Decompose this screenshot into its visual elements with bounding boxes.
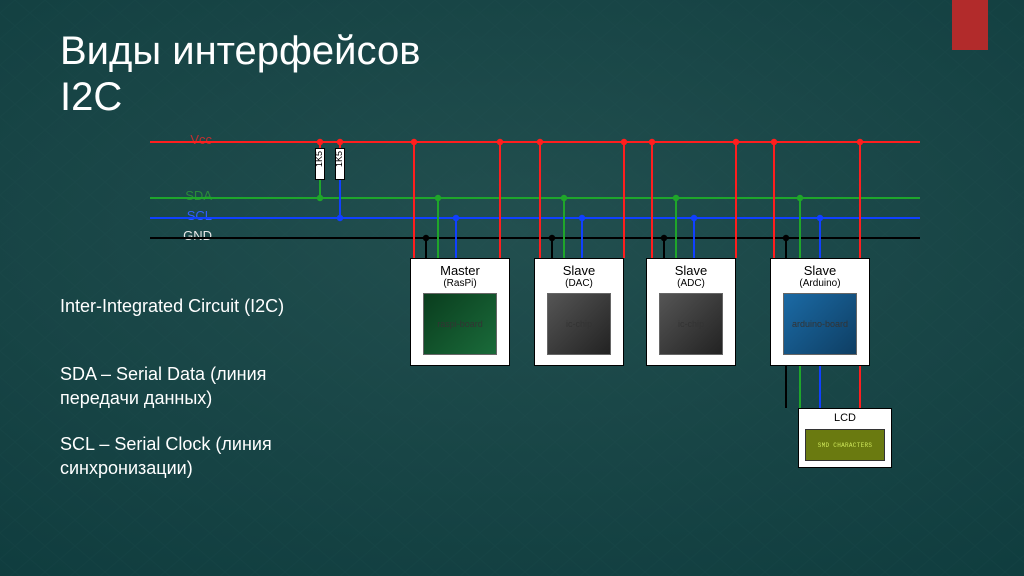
device-subtitle: (DAC) — [535, 278, 623, 289]
device-title: Slave — [771, 263, 869, 278]
device-image-placeholder: ic-chip — [659, 293, 723, 355]
device-subtitle: (RasPi) — [411, 278, 509, 289]
i2c-device-box: Slave(ADC) ic-chip — [646, 258, 736, 366]
device-title: Slave — [535, 263, 623, 278]
resistor-value: 1K5 — [334, 151, 344, 167]
resistor-value: 1K5 — [314, 151, 324, 167]
device-image-placeholder: ic-chip — [547, 293, 611, 355]
i2c-device-box: Master(RasPi) raspi-board — [410, 258, 510, 366]
slide-title: Виды интерфейсов I2C — [60, 28, 420, 120]
device-subtitle: (ADC) — [647, 278, 735, 289]
device-subtitle: (Arduino) — [771, 278, 869, 289]
device-image-placeholder: arduino-board — [783, 293, 857, 355]
i2c-device-box: Slave(Arduino) arduino-board — [770, 258, 870, 366]
device-title: Slave — [647, 263, 735, 278]
i2c-device-box: Slave(DAC) ic-chip — [534, 258, 624, 366]
lcd-device-box: LCD SMD CHARACTERS — [798, 408, 892, 468]
device-image-placeholder: raspi-board — [423, 293, 497, 355]
device-title: Master — [411, 263, 509, 278]
lcd-title: LCD — [799, 412, 891, 424]
accent-bar — [952, 0, 988, 50]
lcd-screen: SMD CHARACTERS — [805, 429, 885, 461]
